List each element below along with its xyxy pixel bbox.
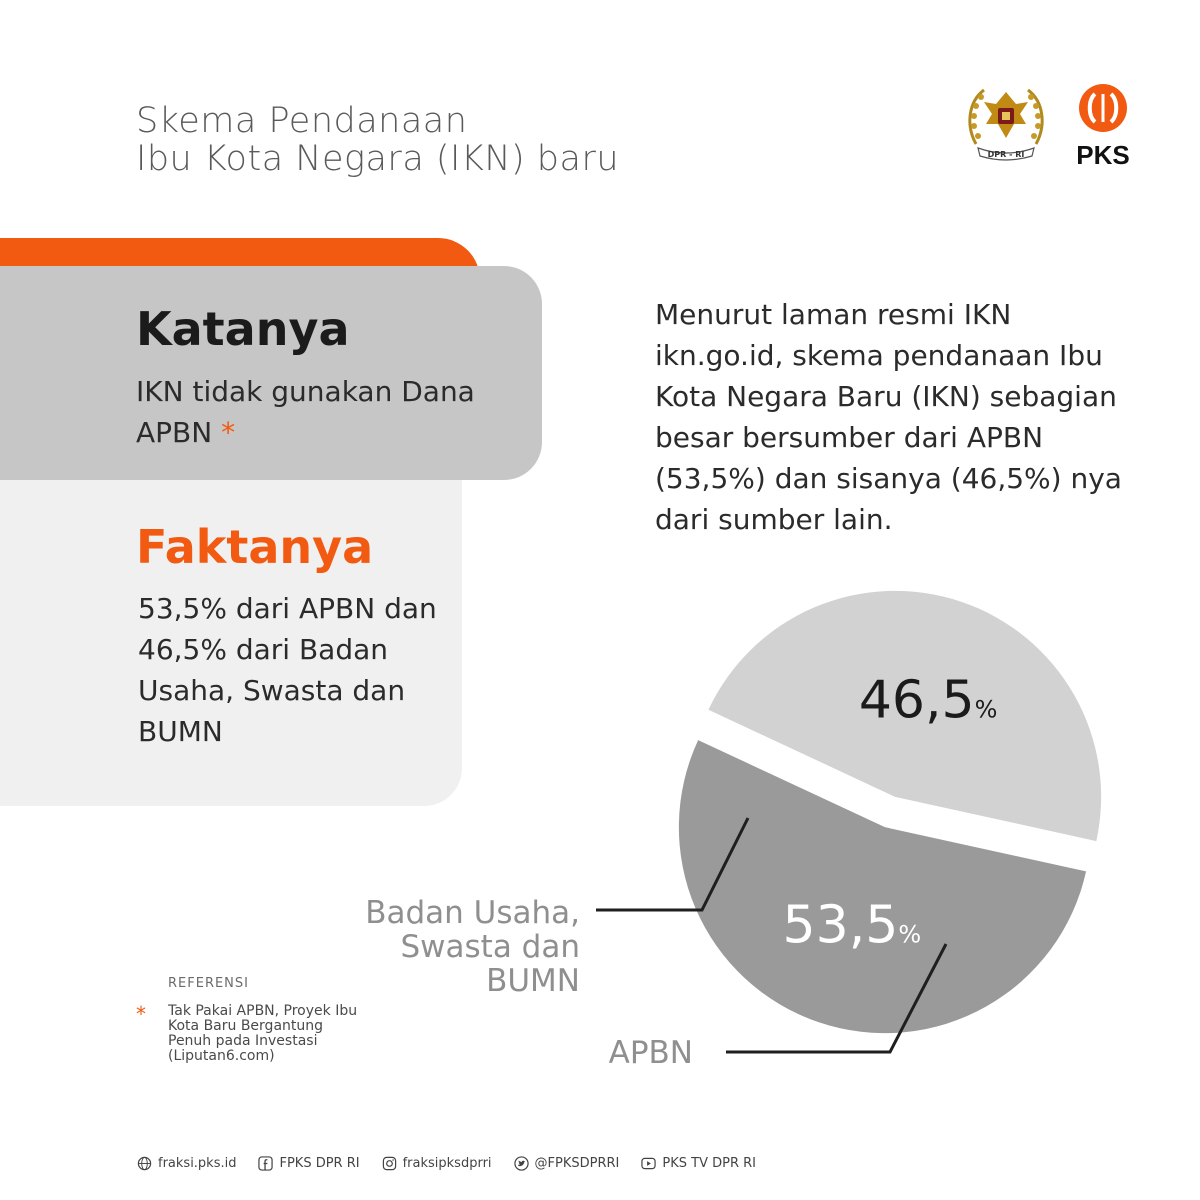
footer-text-website: fraksi.pks.id	[158, 1155, 237, 1171]
title-line-2: Ibu Kota Negara (IKN) baru	[136, 139, 620, 179]
footer-text-twitter: @FPKSDPRRI	[534, 1155, 620, 1171]
page-title: Skema Pendanaan Ibu Kota Negara (IKN) ba…	[136, 102, 619, 178]
slice-badan-usaha	[708, 590, 1102, 842]
facebook-icon	[258, 1155, 274, 1171]
description-paragraph: Menurut laman resmi IKN ikn.go.id, skema…	[655, 298, 1122, 536]
katanya-claim: IKN tidak gunakan Dana APBN	[136, 375, 475, 449]
leader-line-badan-usaha	[596, 817, 750, 912]
reference-asterisk: *	[136, 1002, 146, 1026]
footer-text-instagram: fraksipksdprri	[402, 1155, 492, 1171]
dpr-logo-text: DPR - RI	[988, 150, 1025, 159]
pks-logo: PKS	[1068, 82, 1138, 172]
globe-icon	[137, 1156, 152, 1170]
slice-apbn	[678, 740, 1087, 1034]
reference-title: REFERENSI	[168, 976, 249, 991]
katanya-heading: Katanya	[136, 302, 350, 356]
youtube-icon	[641, 1157, 657, 1169]
footer-link-youtube[interactable]: PKS TV DPR RI	[641, 1156, 756, 1171]
faktanya-text: 53,5% dari APBN dan 46,5% dari Badan Usa…	[138, 592, 437, 748]
pks-logo-text: PKS	[1076, 140, 1130, 170]
dpr-emblem-logo: DPR - RI	[968, 88, 1044, 161]
reference-text: Tak Pakai APBN, Proyek Ibu Kota Baru Ber…	[168, 1003, 358, 1064]
footer-link-instagram[interactable]: fraksipksdprri	[382, 1156, 492, 1171]
footer-social-links: fraksi.pks.id FPKS DPR RI fraksipksdprri…	[137, 1152, 756, 1174]
leader-line-apbn	[726, 943, 948, 1054]
footer-link-twitter[interactable]: @FPKSDPRRI	[513, 1155, 620, 1171]
twitter-icon	[513, 1155, 529, 1171]
pks-emblem-icon	[1079, 84, 1127, 132]
slice-value-label-apbn: 53,5%	[783, 896, 922, 956]
faktanya-heading: Faktanya	[136, 520, 374, 574]
katanya-panel	[0, 266, 542, 480]
footer-link-facebook[interactable]: FPKS DPR RI	[258, 1155, 360, 1171]
footer-text-youtube: PKS TV DPR RI	[662, 1155, 756, 1171]
footer-text-facebook: FPKS DPR RI	[279, 1155, 360, 1171]
faktanya-panel	[0, 480, 462, 806]
katanya-text: IKN tidak gunakan Dana APBN *	[136, 371, 476, 453]
katanya-asterisk: *	[221, 416, 236, 449]
instagram-icon	[382, 1156, 396, 1170]
slice-value-label-badan-usaha: 46,5%	[859, 670, 998, 730]
category-label-apbn: APBN	[608, 1035, 693, 1071]
category-label-badan-usaha: Badan Usaha, Swasta dan BUMN	[365, 895, 580, 999]
footer-link-website[interactable]: fraksi.pks.id	[137, 1156, 236, 1171]
title-line-1: Skema Pendanaan	[136, 101, 468, 141]
